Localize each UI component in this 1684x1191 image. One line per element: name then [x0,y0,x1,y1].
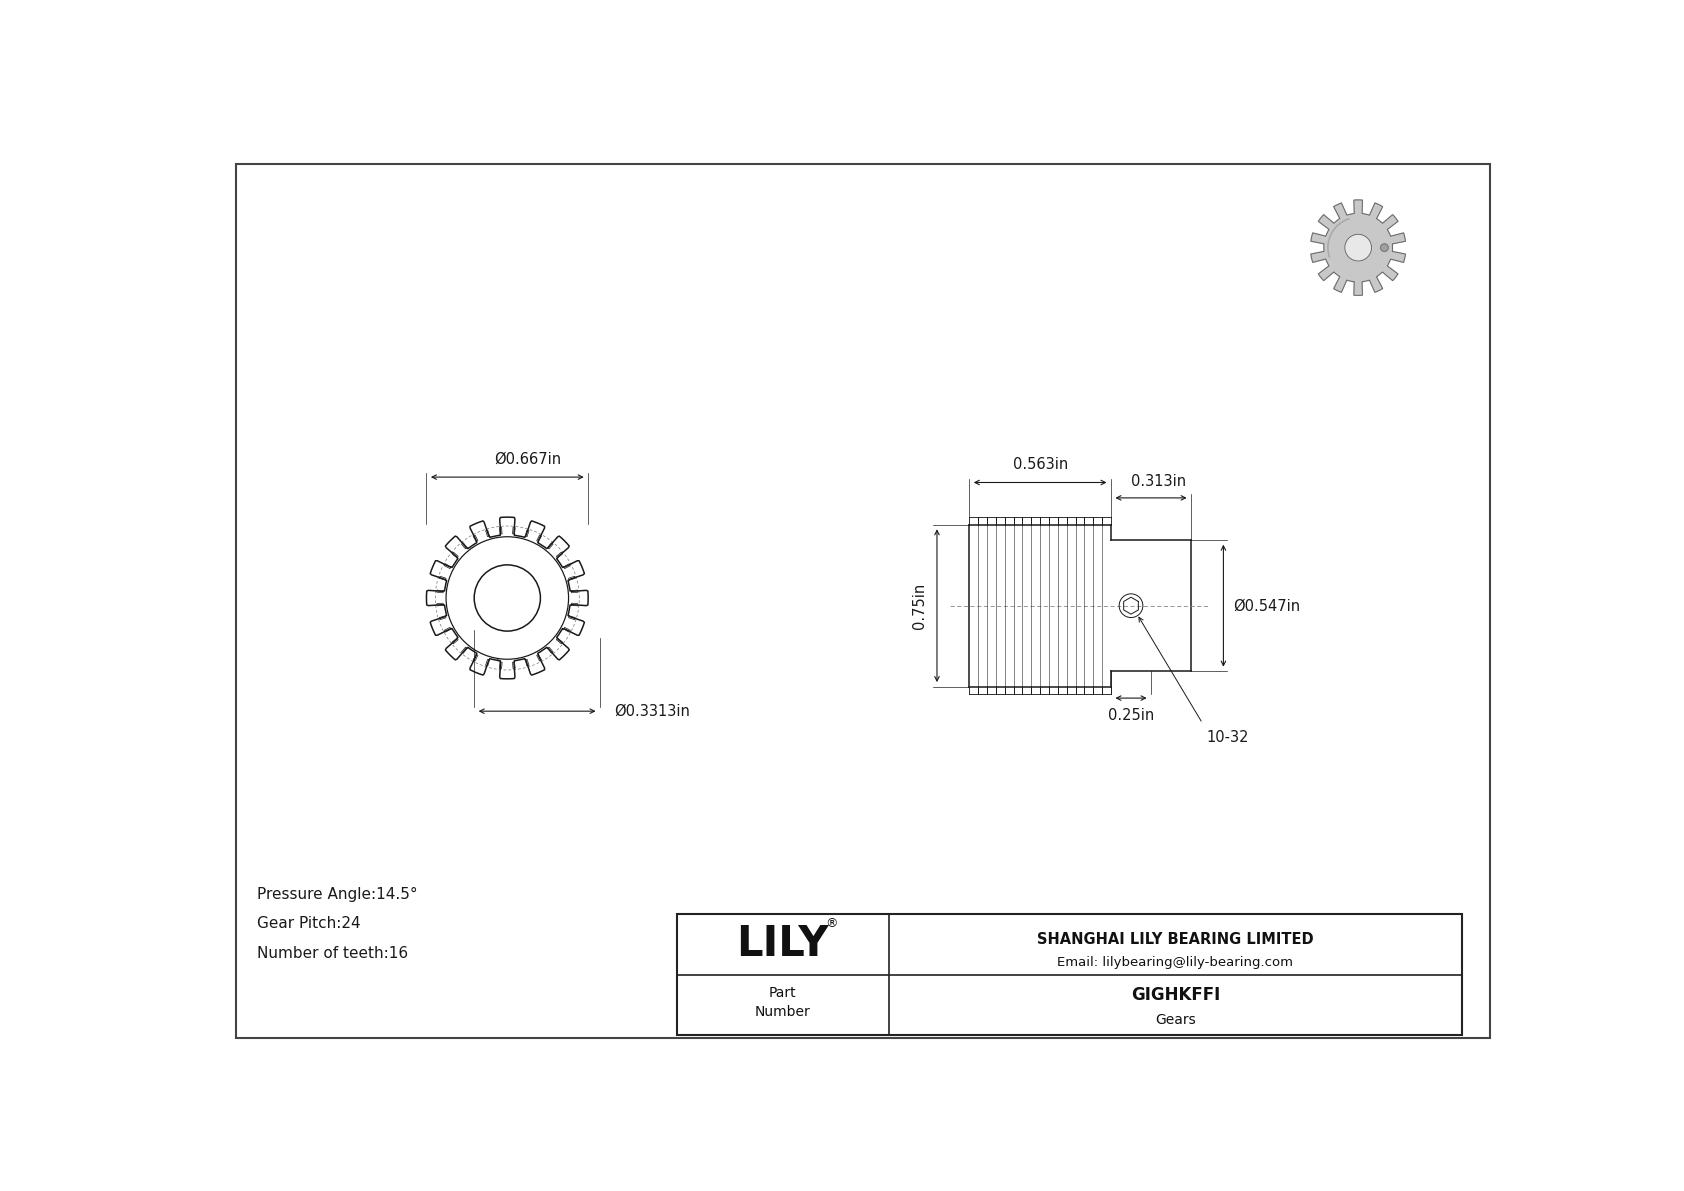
Text: Part
Number: Part Number [754,986,810,1018]
Text: 0.75in: 0.75in [913,582,926,629]
Text: 0.563in: 0.563in [1012,457,1068,473]
Text: ®: ® [825,917,837,930]
Text: Ø0.667in: Ø0.667in [493,453,561,467]
Text: Number of teeth:16: Number of teeth:16 [258,946,408,961]
Text: 0.25in: 0.25in [1108,709,1154,723]
Text: Gear Pitch:24: Gear Pitch:24 [258,916,360,931]
Text: 10-32: 10-32 [1206,730,1250,744]
Text: SHANGHAI LILY BEARING LIMITED: SHANGHAI LILY BEARING LIMITED [1037,931,1314,947]
Text: Ø0.3313in: Ø0.3313in [615,704,690,718]
Text: 0.313in: 0.313in [1132,474,1186,488]
Polygon shape [1310,200,1406,295]
Text: Ø0.547in: Ø0.547in [1233,598,1300,613]
Text: LILY: LILY [736,923,829,965]
Text: Pressure Angle:14.5°: Pressure Angle:14.5° [258,887,418,902]
Text: Gears: Gears [1155,1012,1196,1027]
Text: GIGHKFFI: GIGHKFFI [1132,986,1221,1004]
Bar [677,913,1462,1035]
Circle shape [1346,235,1371,261]
Text: Email: lilybearing@lily-bearing.com: Email: lilybearing@lily-bearing.com [1058,956,1293,968]
Circle shape [1381,244,1388,251]
